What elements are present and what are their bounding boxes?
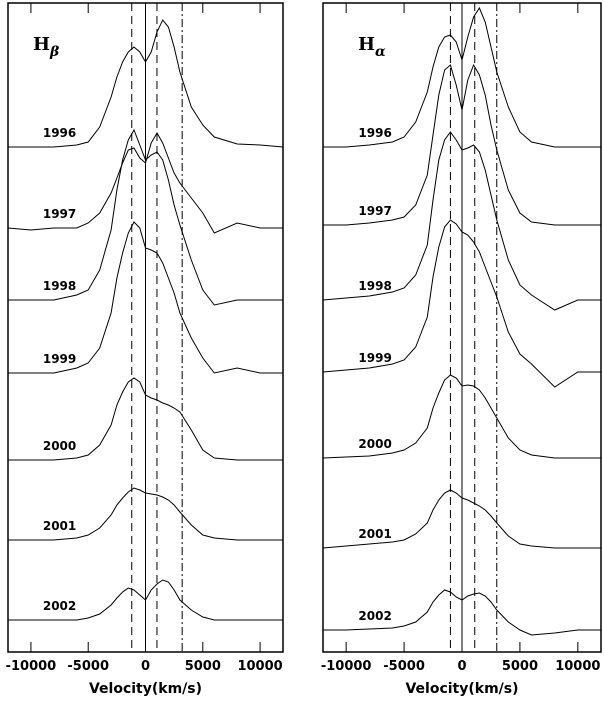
x-tick-label: 0 xyxy=(141,659,150,674)
x-tick-label: 0 xyxy=(457,659,466,674)
series-label: 2002 xyxy=(43,599,76,613)
line-series xyxy=(322,489,601,549)
series-label: 1996 xyxy=(43,126,76,140)
series-label: 1996 xyxy=(358,126,391,140)
series-label: 1997 xyxy=(43,207,76,221)
series-label: 1999 xyxy=(358,351,391,365)
panel-label-sub: α xyxy=(375,44,386,60)
series-label: 1998 xyxy=(358,279,391,293)
x-tick-label: -10000 xyxy=(6,659,57,674)
line-series xyxy=(322,219,601,388)
line-series xyxy=(322,374,601,459)
line-series xyxy=(8,377,283,461)
x-axis-label: Velocity(km/s) xyxy=(89,681,202,697)
series-label: 2002 xyxy=(358,609,391,623)
panel-label-sub: β xyxy=(49,44,60,60)
x-tick-label: -5000 xyxy=(67,659,109,674)
series-label: 2001 xyxy=(43,519,76,533)
series-label: 1999 xyxy=(43,352,76,366)
line-series xyxy=(323,63,601,226)
line-series xyxy=(322,131,601,311)
x-tick-label: 5000 xyxy=(185,659,221,674)
x-tick-label: 5000 xyxy=(502,659,538,674)
series-label: 2000 xyxy=(358,437,391,451)
line-series xyxy=(7,131,283,234)
x-tick-label: 10000 xyxy=(555,659,600,674)
line-series xyxy=(8,128,283,306)
line-series xyxy=(323,6,601,148)
series-label: 1997 xyxy=(358,204,391,218)
panel-label-main: H xyxy=(358,34,375,55)
line-series xyxy=(8,487,283,541)
line-series xyxy=(8,221,283,374)
series-label: 2001 xyxy=(358,527,391,541)
panel-label: Hβ xyxy=(33,34,60,60)
series-label: 2000 xyxy=(43,439,76,453)
panel-label: Hα xyxy=(358,34,386,60)
series-label: 1998 xyxy=(43,279,76,293)
panel-label-main: H xyxy=(33,34,50,55)
line-series xyxy=(323,589,601,636)
x-tick-label: -5000 xyxy=(383,659,425,674)
line-series xyxy=(8,579,283,621)
x-tick-label: 10000 xyxy=(237,659,282,674)
x-tick-label: -10000 xyxy=(321,659,372,674)
x-axis-label: Velocity(km/s) xyxy=(405,681,518,697)
line-series xyxy=(8,19,284,148)
